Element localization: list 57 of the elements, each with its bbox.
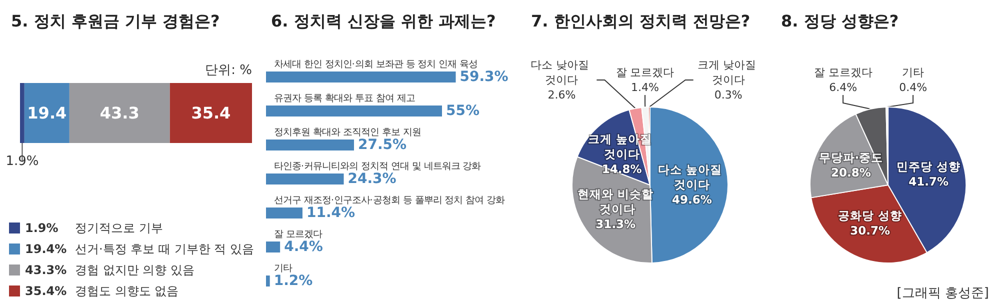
slice-label: 잘 모르겠다 (616, 66, 674, 79)
data-label: 6.4% (829, 81, 858, 94)
y-tick-label: 잘 모르겠다 (274, 229, 322, 240)
bar (266, 72, 456, 82)
slice-label: 다소 낮아질 것이다 (530, 58, 593, 86)
data-label: 2.6% (548, 88, 576, 102)
legend-label: 43.3% 경험 없지만 의향 있음 (25, 263, 194, 277)
bar (266, 174, 344, 184)
data-label: 0.4% (899, 81, 928, 94)
legend-label: 19.4% 선거·특정 후보 때 기부한 적 있음 (25, 242, 254, 256)
bar (266, 242, 280, 252)
data-label: 11.4% (306, 205, 356, 221)
text: 1.9% 정기적으로 기부 (25, 221, 163, 235)
slice-label: 기타 (902, 66, 924, 79)
bar (170, 83, 252, 143)
slice-label: 잘 모르겠다 (814, 66, 872, 79)
bar (266, 140, 354, 150)
data-label: 20.8% (831, 166, 872, 180)
slice-label: 다소 높아질 것이다 (658, 162, 726, 192)
chart-title: 8. 정당 성향은? (781, 12, 899, 30)
y-tick-label: 차세대 한인 정치인·의회 보좌관 등 정치 인재 육성 (274, 59, 478, 70)
data-label: 1.2% (274, 273, 313, 289)
chart-title: 5. 정치 후원금 기부 경험은? (11, 12, 220, 30)
text: [그래픽 홍성준] (896, 286, 990, 301)
data-label: 0.3% (714, 88, 742, 102)
data-label: 35.4 (191, 104, 231, 122)
slice-label: 크게 낮아질 것이다 (697, 58, 760, 86)
data-label: 30.7% (850, 223, 890, 238)
slice-label: 민주당 성향 (896, 160, 961, 174)
data-label: 31.3% (596, 217, 636, 232)
chart-title: 7. 한인사회의 정치력 전망은? (531, 12, 750, 30)
y-tick-label: 기타 (274, 263, 292, 274)
bar (266, 106, 442, 116)
chart-title: 6. 정치력 신장을 위한 과제는? (271, 12, 496, 30)
y-tick-label: 유권자 등록 확대와 투표 참여 제고 (274, 93, 415, 104)
text: 단위: % (205, 63, 252, 78)
y-tick-label: 선거구 재조정·인구조사·공청회 등 풀뿌리 정치 참여 강화 (274, 195, 505, 206)
bar (24, 83, 70, 143)
data-label: 1.4% (631, 81, 659, 94)
slice-label: 공화당 성향 (838, 208, 902, 222)
y-tick-label: 정치후원 확대와 조직적인 후보 지원 (274, 127, 421, 138)
data-label: 49.6% (672, 192, 712, 206)
bar (266, 276, 270, 286)
data-label: 4.4% (284, 239, 323, 255)
data-label: 43.3 (100, 104, 140, 122)
data-label: 19.4 (27, 104, 67, 122)
data-label: 41.7% (908, 174, 950, 189)
y-tick-label: 타인종·커뮤니티와의 정치적 연대 및 네트워크 강화 (274, 161, 481, 172)
bar (69, 83, 170, 143)
data-label: 59.3% (460, 69, 508, 85)
bar (266, 208, 302, 218)
data-label: 55% (446, 103, 480, 119)
data-label: 27.5% (358, 137, 407, 153)
data-label: 24.3% (348, 171, 396, 187)
data-label: 1.9% (6, 154, 39, 169)
bar (20, 83, 24, 143)
legend-label: 35.4% 경험도 의향도 없음 (25, 284, 179, 298)
